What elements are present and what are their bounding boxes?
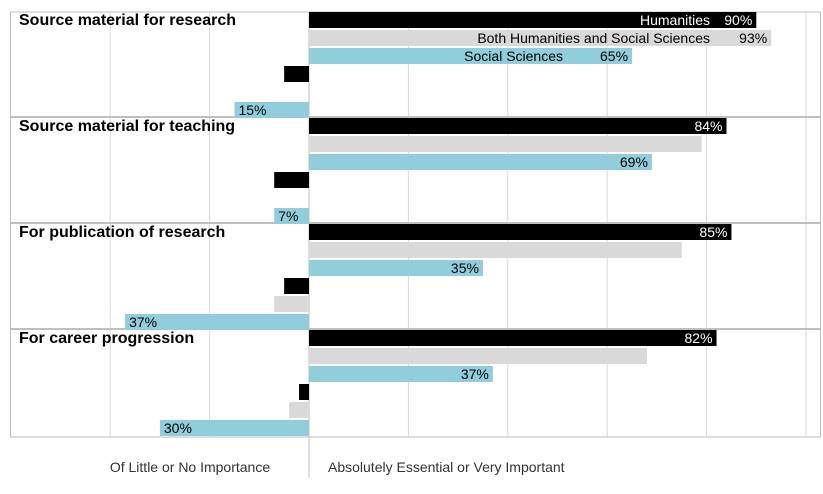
bar-negative-humanities — [299, 384, 309, 400]
data-label-positive: 85% — [699, 224, 727, 240]
bar-negative-humanities — [274, 172, 309, 188]
bar-negative-social-sciences — [125, 314, 309, 330]
bar-negative-both-humanities-and-social-sciences — [274, 296, 309, 312]
data-label-negative: 30% — [164, 420, 192, 436]
bar-positive-both-humanities-and-social-sciences — [309, 348, 647, 364]
bar-negative-social-sciences — [274, 208, 309, 224]
bar-negative-social-sciences — [234, 102, 309, 118]
bar-positive-humanities — [309, 118, 727, 134]
bar-positive-both-humanities-and-social-sciences — [309, 30, 772, 46]
bar-positive-humanities — [309, 224, 732, 240]
bar-positive-social-sciences — [309, 366, 493, 382]
data-label-positive: 65% — [600, 48, 628, 64]
bar-positive-social-sciences — [309, 154, 652, 170]
bar-positive-both-humanities-and-social-sciences — [309, 136, 702, 152]
data-label-negative: 15% — [238, 102, 266, 118]
data-label-positive: 84% — [694, 118, 722, 134]
bar-negative-humanities — [284, 278, 309, 294]
data-label-negative: 7% — [278, 208, 298, 224]
bar-positive-humanities — [309, 330, 717, 346]
data-label-positive: 37% — [461, 366, 489, 382]
bar-negative-humanities — [284, 66, 309, 82]
x-axis-label-negative: Of Little or No Importance — [110, 459, 271, 475]
data-label-positive: 69% — [620, 154, 648, 170]
bar-positive-humanities — [309, 12, 757, 28]
bar-negative-both-humanities-and-social-sciences — [289, 402, 309, 418]
bar-positive-both-humanities-and-social-sciences — [309, 242, 682, 258]
group-title: For career progression — [19, 330, 194, 347]
data-label-negative: 37% — [129, 314, 157, 330]
labels: Source material for research 90% 93% 65% 15%… — [19, 12, 767, 436]
data-label-positive: 90% — [724, 12, 752, 28]
axis-labels: Of Little or No Importance Absolutely Es… — [110, 459, 565, 475]
legend-entry: Social Sciences — [464, 48, 563, 64]
data-label-positive: 35% — [451, 260, 479, 276]
x-axis-label-positive: Absolutely Essential or Very Important — [328, 459, 565, 475]
bar-positive-social-sciences — [309, 48, 633, 64]
group-title: Source material for teaching — [19, 118, 235, 135]
group-title: Source material for research — [19, 12, 236, 29]
bar-negative-social-sciences — [159, 420, 309, 436]
legend-entry: Humanities — [640, 12, 710, 28]
data-label-positive: 82% — [685, 330, 713, 346]
legend-entry: Both Humanities and Social Sciences — [477, 30, 710, 46]
bars — [125, 12, 772, 436]
group-title: For publication of research — [19, 224, 225, 241]
bar-positive-social-sciences — [309, 260, 483, 276]
data-label-positive: 93% — [739, 30, 767, 46]
